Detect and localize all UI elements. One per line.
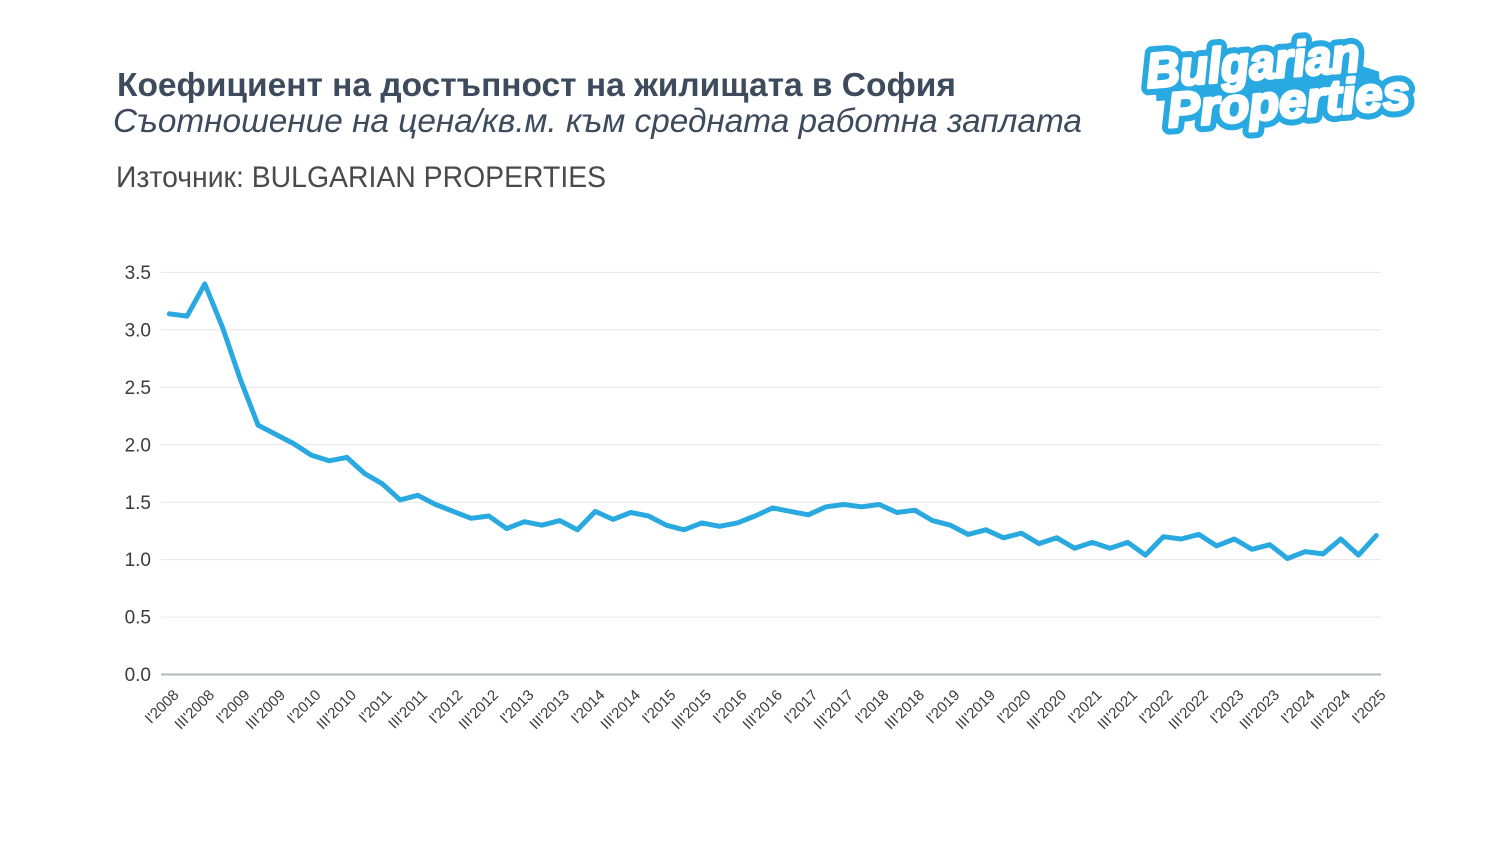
svg-text:I'2025: I'2025 bbox=[1349, 687, 1390, 728]
svg-text:III'2023: III'2023 bbox=[1236, 687, 1282, 733]
svg-text:III'2015: III'2015 bbox=[668, 687, 714, 733]
svg-text:III'2011: III'2011 bbox=[385, 687, 431, 733]
svg-text:2.0: 2.0 bbox=[125, 435, 151, 456]
svg-text:3.5: 3.5 bbox=[125, 263, 151, 284]
svg-text:III'2017: III'2017 bbox=[810, 687, 856, 733]
svg-text:1.0: 1.0 bbox=[125, 550, 151, 571]
svg-text:III'2013: III'2013 bbox=[526, 687, 572, 733]
svg-text:2.5: 2.5 bbox=[125, 378, 151, 399]
svg-text:III'2024: III'2024 bbox=[1307, 687, 1353, 733]
svg-text:III'2020: III'2020 bbox=[1023, 687, 1069, 733]
svg-text:0.5: 0.5 bbox=[125, 608, 151, 629]
svg-text:III'2008: III'2008 bbox=[171, 687, 217, 733]
svg-text:III'2019: III'2019 bbox=[952, 687, 998, 733]
svg-text:III'2018: III'2018 bbox=[881, 687, 927, 733]
svg-text:III'2012: III'2012 bbox=[455, 687, 501, 733]
svg-text:III'2022: III'2022 bbox=[1165, 687, 1211, 733]
svg-text:III'2014: III'2014 bbox=[597, 687, 643, 733]
svg-text:III'2010: III'2010 bbox=[313, 687, 359, 733]
svg-text:3.0: 3.0 bbox=[125, 320, 151, 341]
svg-text:III'2009: III'2009 bbox=[242, 687, 288, 733]
svg-text:1.5: 1.5 bbox=[125, 493, 151, 514]
svg-text:III'2016: III'2016 bbox=[739, 687, 785, 733]
svg-text:0.0: 0.0 bbox=[125, 665, 151, 686]
svg-text:III'2021: III'2021 bbox=[1094, 687, 1140, 733]
